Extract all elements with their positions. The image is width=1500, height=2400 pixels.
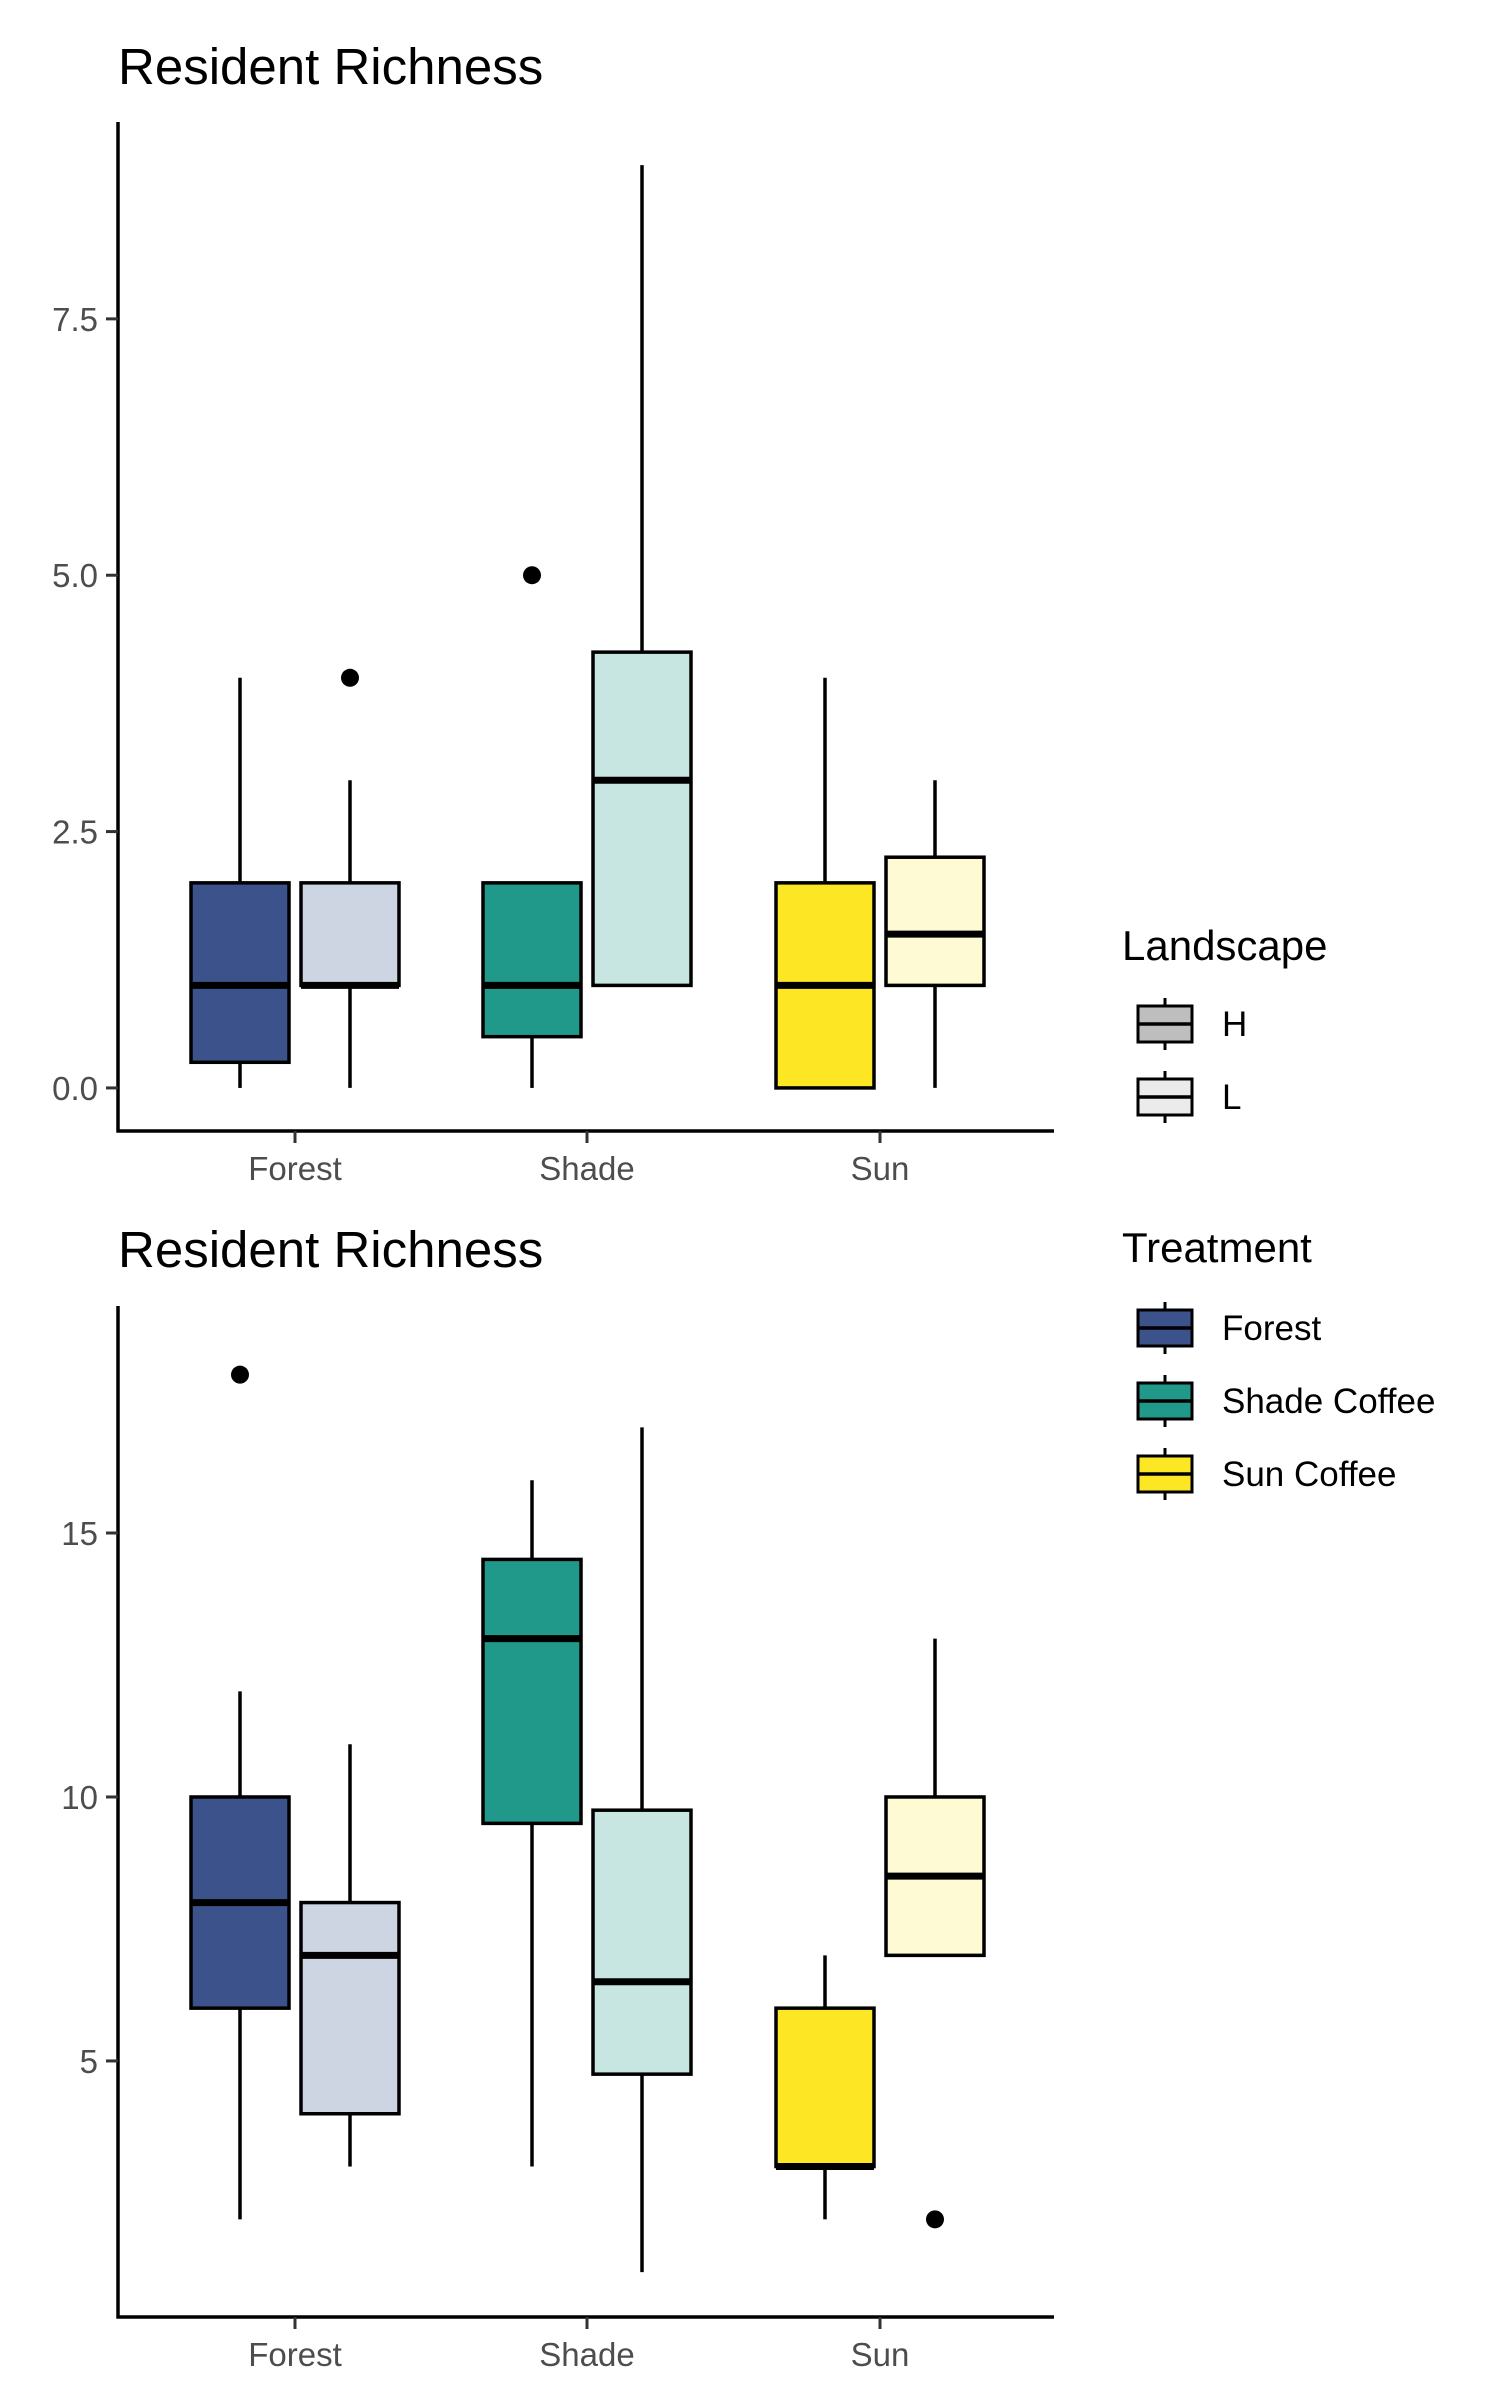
outlier-point (523, 566, 541, 585)
outlier-point (231, 1365, 249, 1384)
bottom-chart-title: Resident Richness (118, 1221, 543, 1278)
box-forest-h (189, 677, 291, 1088)
x-tick-label: Forest (248, 1150, 342, 1187)
box-forest-l (299, 1744, 401, 2167)
x-tick-label: Shade (539, 2336, 634, 2373)
x-tick-label: Sun (851, 2336, 910, 2373)
legend-key-l: L (1136, 1071, 1241, 1123)
legend-key-sun-coffee: Sun Coffee (1136, 1448, 1397, 1500)
outlier-point (926, 2210, 944, 2229)
legend-key-forest: Forest (1136, 1302, 1321, 1354)
legend-key-shade-coffee: Shade Coffee (1136, 1375, 1435, 1427)
landscape-legend-title: Landscape (1122, 922, 1328, 969)
y-tick-label: 10 (61, 1779, 98, 1816)
box-body (774, 2006, 876, 2169)
box-body (591, 650, 693, 988)
bottom-boxplot-panel: Resident Richness 5 10 15 Forest Shade Sun (61, 1221, 1054, 2373)
top-chart-title: Resident Richness (118, 38, 543, 95)
y-tick-label: 2.5 (52, 814, 98, 851)
y-tick-label: 5 (80, 2043, 98, 2080)
legend-entry-label: H (1222, 1005, 1247, 1044)
box-body (481, 1557, 583, 1826)
box-sun-h (774, 1955, 876, 2220)
box-forest-l (299, 668, 401, 1088)
box-sun-l (884, 1638, 986, 2229)
treatment-legend-title: Treatment (1122, 1224, 1312, 1271)
landscape-legend: Landscape HL (1122, 922, 1328, 1123)
box-body (884, 855, 986, 988)
legend-entry-label: Sun Coffee (1222, 1455, 1397, 1494)
box-sun-l (884, 780, 986, 1088)
box-body (299, 1900, 401, 2116)
box-forest-h (189, 1365, 291, 2220)
box-body (299, 881, 401, 988)
top-boxplot-panel: Resident Richness 0.0 2.5 5.0 7.5 Forest Shad… (52, 38, 1054, 1187)
x-tick-label: Forest (248, 2336, 342, 2373)
y-tick-label: 7.5 (52, 301, 98, 338)
x-tick-label: Sun (851, 1150, 910, 1187)
box-body (481, 881, 583, 1039)
legend-key-h: H (1136, 998, 1247, 1050)
y-tick-label: 5.0 (52, 557, 98, 594)
legend-entry-label: Forest (1222, 1309, 1321, 1348)
y-tick-label: 15 (61, 1515, 98, 1552)
box-shade-l (591, 165, 693, 988)
box-sun-h (774, 677, 876, 1090)
legend-entry-label: L (1222, 1078, 1241, 1117)
legend-entry-label: Shade Coffee (1222, 1382, 1435, 1421)
outlier-point (341, 668, 359, 687)
box-body (591, 1808, 693, 2076)
x-tick-label: Shade (539, 1150, 634, 1187)
y-tick-label: 0.0 (52, 1070, 98, 1107)
box-shade-h (481, 566, 583, 1088)
box-body (189, 881, 291, 1065)
box-shade-h (481, 1480, 583, 2167)
box-shade-l (591, 1427, 693, 2273)
treatment-legend: Treatment Forest Shade Coffee Sun Coffee (1122, 1224, 1435, 1500)
